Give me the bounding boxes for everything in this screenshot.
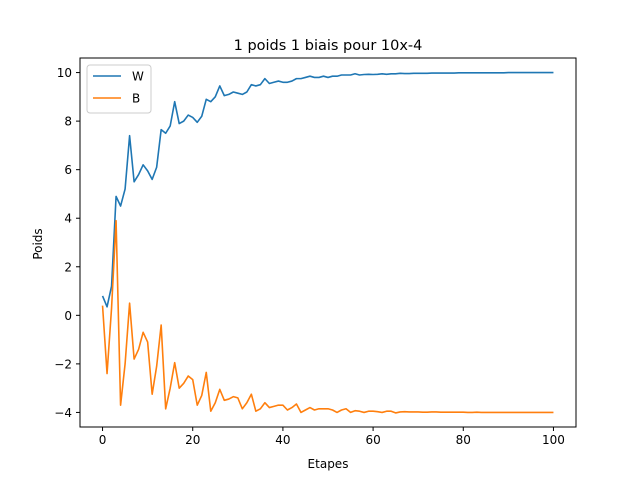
plot-area — [80, 58, 576, 427]
y-tick-label: 0 — [64, 309, 72, 323]
axes-frame — [79, 57, 577, 428]
x-tick-label: 80 — [456, 433, 471, 447]
y-tick-label: 4 — [64, 212, 72, 226]
legend: WB — [86, 64, 152, 114]
y-tick-label: 8 — [64, 115, 72, 129]
series-line-B — [101, 219, 554, 414]
x-tick-label: 0 — [99, 433, 107, 447]
legend-label-W: W — [132, 70, 144, 84]
legend-label-B: B — [132, 92, 140, 106]
y-tick-label: 2 — [64, 260, 72, 274]
chart-title: 1 poids 1 biais pour 10x-4 — [234, 38, 423, 54]
y-axis-label: Poids — [31, 228, 45, 259]
y-tick-label: 6 — [64, 163, 72, 177]
x-tick-label: 40 — [275, 433, 290, 447]
y-tick-label: 10 — [57, 66, 72, 80]
y-axis-ticks: −4 −2 0 2 4 6 8 10 — [54, 66, 80, 420]
x-axis-label: Etapes — [308, 457, 349, 471]
x-tick-label: 20 — [185, 433, 200, 447]
x-tick-label: 100 — [542, 433, 565, 447]
legend-box — [86, 64, 152, 114]
x-tick-label: 60 — [365, 433, 380, 447]
series-layer — [101, 71, 554, 414]
x-axis-ticks: 0 20 40 60 80 100 — [99, 427, 565, 447]
series-line-W — [101, 71, 554, 308]
y-tick-label: −2 — [54, 357, 72, 371]
y-tick-label: −4 — [54, 406, 72, 420]
